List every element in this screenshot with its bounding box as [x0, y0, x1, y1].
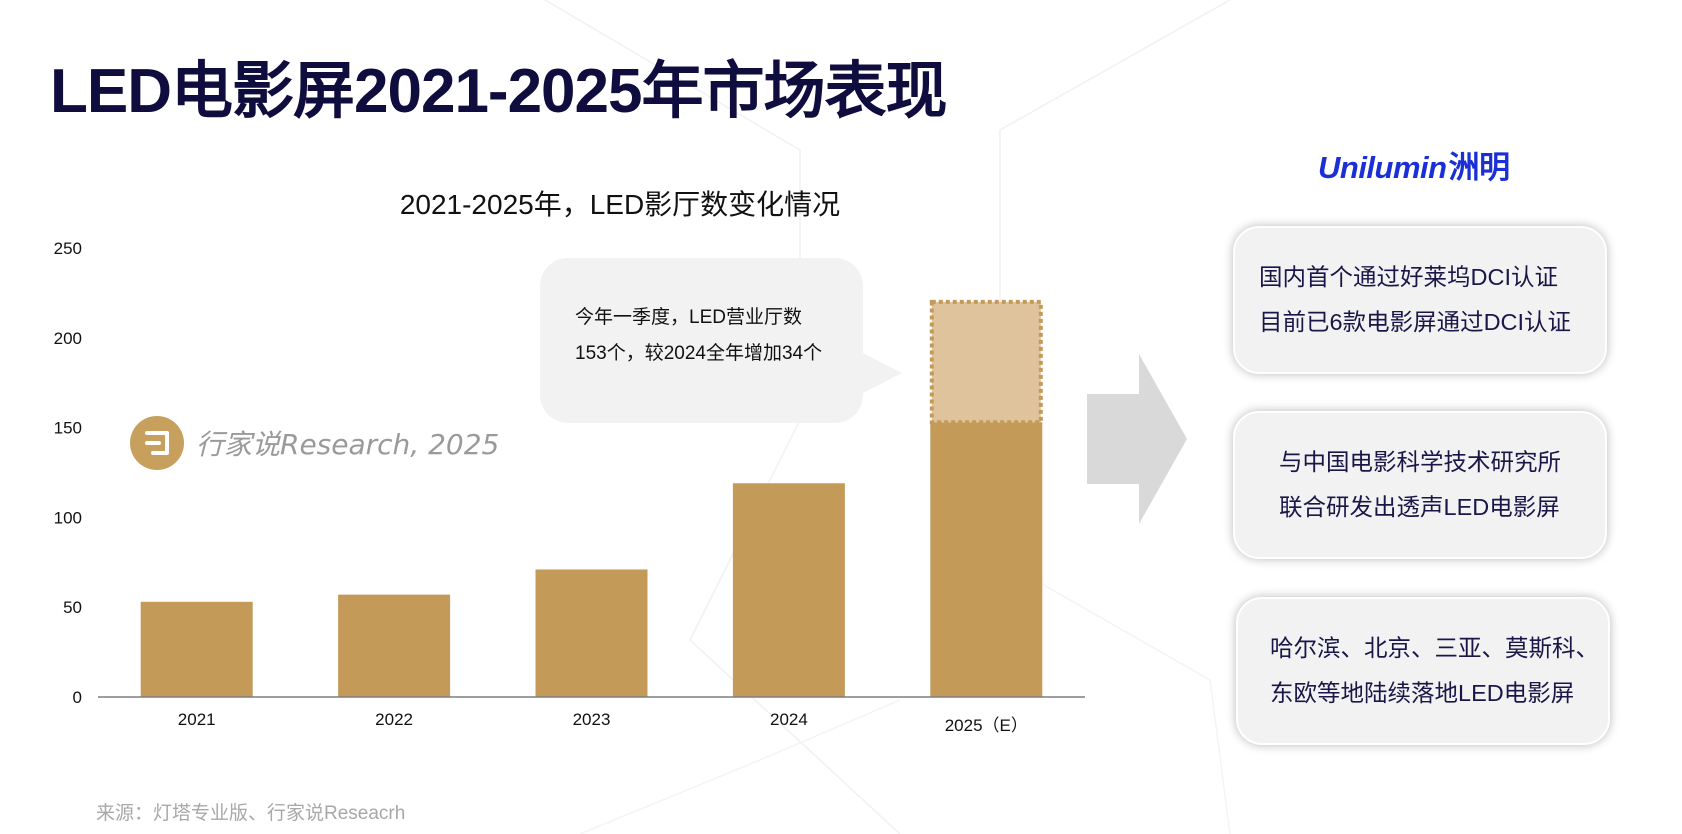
- card-line: 联合研发出透声LED电影屏: [1279, 494, 1560, 520]
- x-tick-label: 2021: [178, 710, 216, 729]
- x-tick-label: 2023: [573, 710, 611, 729]
- y-tick-label: 250: [54, 239, 82, 258]
- bar: [732, 483, 845, 697]
- y-tick-label: 150: [54, 419, 82, 438]
- y-tick-label: 0: [73, 688, 82, 707]
- page-title: LED电影屏2021-2025年市场表现: [50, 57, 947, 126]
- feature-card-locations: 哈尔滨、北京、三亚、莫斯科、 东欧等地陆续落地LED电影屏: [1236, 597, 1610, 745]
- bar: [338, 594, 451, 697]
- callout-line: 153个，较2024全年增加34个: [575, 343, 823, 364]
- watermark: 行家说Research, 2025: [130, 415, 499, 471]
- y-tick-label: 100: [54, 508, 82, 527]
- brand-logo: Unilumin洲明: [1318, 142, 1510, 187]
- x-tick-label: 2022: [375, 710, 413, 729]
- chart-title: 2021-2025年，LED影厅数变化情况: [399, 189, 841, 220]
- bar: [930, 422, 1043, 697]
- card-line: 国内首个通过好莱坞DCI认证: [1259, 264, 1558, 290]
- bar: [535, 569, 648, 697]
- source-note: 来源：灯塔专业版、行家说Reseacrh: [96, 803, 406, 824]
- feature-card-research: 与中国电影科学技术研究所 联合研发出透声LED电影屏: [1233, 411, 1607, 559]
- callout-text: 今年一季度，LED营业厅数 153个，较2024全年增加34个: [575, 300, 895, 372]
- watermark-text: 行家说Research, 2025: [196, 428, 500, 461]
- brand-name-en: Unilumin: [1318, 150, 1447, 185]
- bar: [140, 601, 253, 697]
- callout-bubble: [540, 258, 902, 423]
- watermark-logo-icon: [130, 416, 184, 470]
- card-line: 东欧等地陆续落地LED电影屏: [1270, 680, 1575, 706]
- card-line: 哈尔滨、北京、三亚、莫斯科、: [1270, 635, 1599, 661]
- callout-line: 今年一季度，LED营业厅数: [575, 307, 802, 328]
- feature-card-dci: 国内首个通过好莱坞DCI认证 目前已6款电影屏通过DCI认证: [1233, 226, 1607, 374]
- x-tick-label: 2024: [770, 710, 808, 729]
- x-tick-label: 2025（E）: [945, 716, 1028, 735]
- brand-name-cn: 洲明: [1448, 150, 1511, 185]
- y-tick-label: 50: [63, 598, 82, 617]
- bar-estimate: [929, 299, 1043, 425]
- arrow-right-icon: [1087, 354, 1187, 524]
- card-line: 与中国电影科学技术研究所: [1279, 449, 1561, 475]
- y-tick-label: 200: [54, 329, 82, 348]
- card-line: 目前已6款电影屏通过DCI认证: [1259, 309, 1572, 335]
